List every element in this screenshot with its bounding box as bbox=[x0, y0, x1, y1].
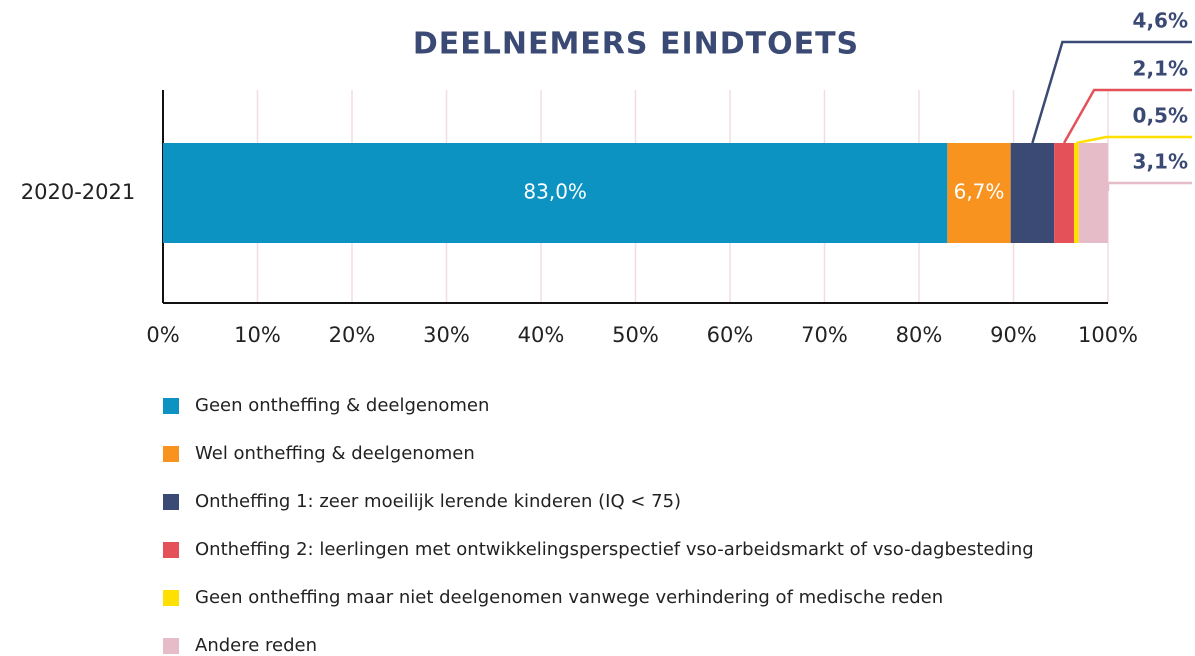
data-label: 83,0% bbox=[523, 180, 587, 204]
bar-segment bbox=[1078, 143, 1108, 243]
x-tick-label: 60% bbox=[707, 323, 754, 347]
x-tick-label: 0% bbox=[146, 323, 179, 347]
data-label: 3,1% bbox=[1133, 150, 1188, 174]
x-tick-label: 70% bbox=[801, 323, 848, 347]
chart-title: DEELNEMERS EINDTOETS bbox=[413, 27, 859, 62]
legend-label: Andere reden bbox=[195, 635, 317, 656]
x-tick-label: 50% bbox=[612, 323, 659, 347]
x-tick-label: 10% bbox=[234, 323, 281, 347]
x-tick-label: 100% bbox=[1078, 323, 1138, 347]
legend-swatch bbox=[163, 398, 179, 414]
x-tick-label: 40% bbox=[518, 323, 565, 347]
bar-segment bbox=[1010, 143, 1055, 243]
bar-segment bbox=[947, 143, 1011, 243]
leader-line bbox=[1062, 88, 1192, 144]
data-label: 6,7% bbox=[954, 180, 1005, 204]
y-tick-label: 2020-2021 bbox=[21, 180, 135, 204]
legend-label: Geen ontheffing & deelgenomen bbox=[195, 395, 489, 416]
legend-swatch bbox=[163, 542, 179, 558]
legend-swatch bbox=[163, 638, 179, 654]
data-label: 4,6% bbox=[1133, 9, 1188, 33]
legend-label: Ontheffing 2: leerlingen met ontwikkelin… bbox=[195, 539, 1034, 560]
legend-label: Wel ontheffing & deelgenomen bbox=[195, 443, 475, 464]
bar-segment bbox=[163, 143, 948, 243]
x-tick-label: 30% bbox=[423, 323, 470, 347]
legend-swatch bbox=[163, 590, 179, 606]
data-label: 0,5% bbox=[1133, 104, 1188, 128]
legend-swatch bbox=[163, 494, 179, 510]
legend-swatch bbox=[163, 446, 179, 462]
data-label: 2,1% bbox=[1133, 57, 1188, 81]
bar-segment bbox=[1054, 143, 1074, 243]
bar-segment bbox=[1073, 143, 1079, 243]
leader-line bbox=[1076, 135, 1192, 145]
x-tick-label: 90% bbox=[990, 323, 1037, 347]
legend-label: Geen ontheffing maar niet deelgenomen va… bbox=[195, 587, 943, 608]
x-tick-label: 20% bbox=[329, 323, 376, 347]
x-tick-label: 80% bbox=[896, 323, 943, 347]
leader-line bbox=[1031, 40, 1192, 144]
legend-label: Ontheffing 1: zeer moeilijk lerende kind… bbox=[195, 491, 681, 512]
